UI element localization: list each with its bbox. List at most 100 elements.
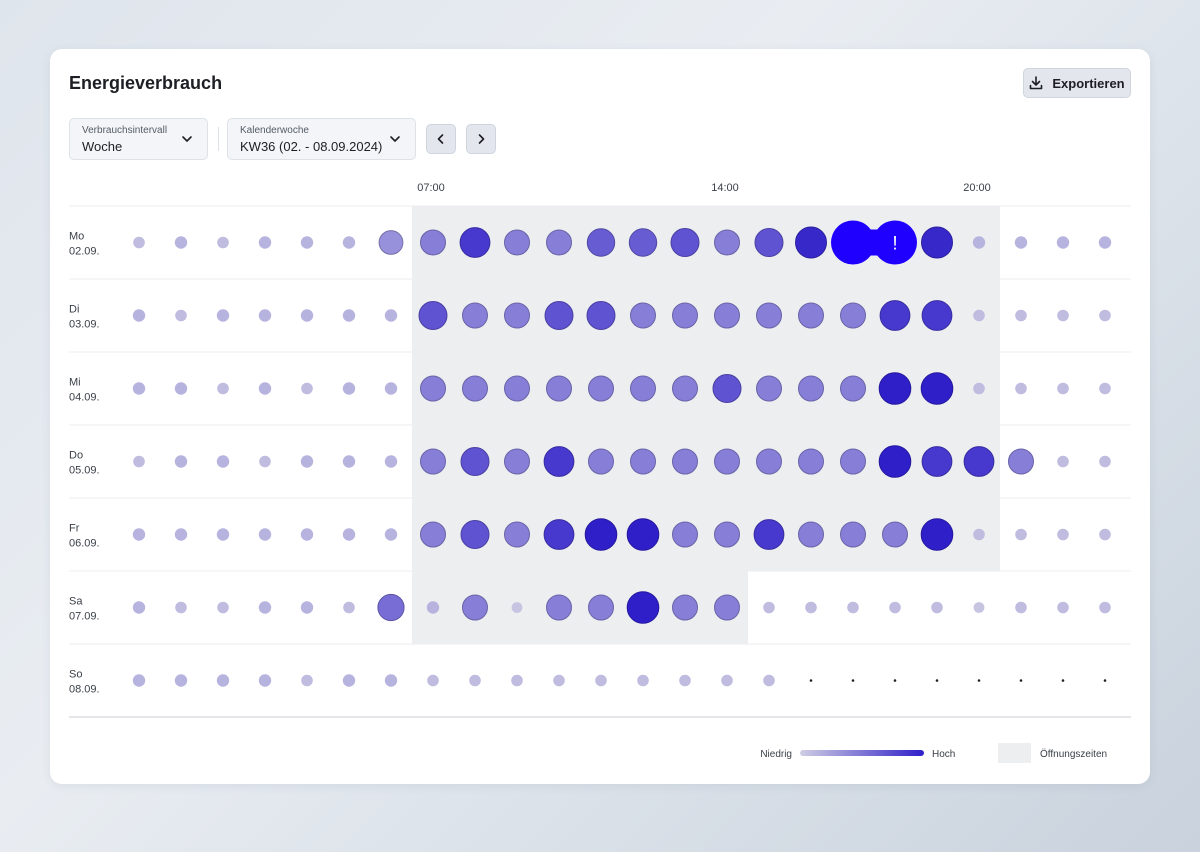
heatmap-cell	[420, 521, 446, 548]
heatmap-cell	[878, 445, 912, 478]
heatmap-cell	[921, 226, 953, 259]
heatmap-cell	[1057, 382, 1069, 395]
heatmap-cell	[300, 455, 314, 468]
heatmap-cell	[882, 521, 908, 548]
row-day-label: Mi	[69, 377, 81, 389]
heatmap-cell	[420, 448, 446, 475]
row-date-label: 05.09.	[69, 465, 100, 477]
energy-heatmap: 07:00 14:00 20:00 Mo 02.09. ! Di 03.09. Mi 04.09.…	[69, 182, 1131, 763]
heatmap-cell	[1057, 455, 1069, 468]
heatmap-cell	[973, 382, 985, 395]
heatmap-cell	[920, 372, 954, 405]
row-day-label: Sa	[69, 596, 83, 608]
heatmap-cell	[763, 674, 775, 687]
heatmap-cell	[462, 302, 488, 329]
heatmap-cell	[342, 455, 356, 468]
heatmap-cell	[543, 519, 575, 550]
export-button[interactable]: Exportieren	[1023, 68, 1131, 98]
row-day-label: Di	[69, 304, 79, 316]
heatmap-cell	[342, 382, 356, 395]
heatmap-cell	[460, 520, 490, 549]
heatmap-cell	[893, 679, 897, 682]
heatmap-cell	[258, 601, 272, 614]
heatmap-cell	[1015, 601, 1027, 614]
heatmap-cell	[756, 302, 782, 329]
heatmap-cell	[132, 601, 146, 614]
heatmap-cell	[714, 521, 740, 548]
heatmap-cell	[798, 448, 824, 475]
heatmap-cell	[544, 301, 574, 330]
heatmap-cell	[1015, 382, 1027, 395]
heatmap-cell	[1015, 528, 1027, 541]
week-select-value: KW36 (02. - 08.09.2024)	[240, 139, 383, 154]
heatmap-cell	[672, 521, 698, 548]
heatmap-cell	[462, 375, 488, 402]
heatmap-cell	[342, 309, 356, 322]
heatmap-cell	[1057, 601, 1069, 614]
heatmap-cell	[543, 446, 575, 477]
heatmap-cell	[1014, 236, 1028, 249]
heatmap-cell	[174, 674, 188, 687]
heatmap-cell	[588, 448, 614, 475]
heatmap-cell	[174, 528, 188, 541]
heatmap-cell	[1099, 528, 1111, 541]
heatmap-cell	[1099, 455, 1111, 468]
heatmap-cell	[132, 528, 146, 541]
heatmap-cell	[133, 236, 145, 249]
heatmap-cell	[851, 679, 855, 682]
heatmap-cell	[672, 594, 698, 621]
heatmap-cell	[878, 372, 912, 405]
legend-gradient-bar	[800, 750, 924, 756]
heatmap-cell	[756, 375, 782, 402]
heatmap-cell	[626, 591, 660, 624]
heatmap-cell	[795, 226, 827, 259]
heatmap-cell	[217, 236, 229, 249]
heatmap-cell	[174, 455, 188, 468]
filter-divider	[218, 127, 219, 151]
heatmap-cell	[754, 228, 784, 257]
heatmap-cell	[300, 309, 314, 322]
heatmap-cell	[756, 448, 782, 475]
heatmap-cell	[132, 382, 146, 395]
heatmap-cell	[301, 382, 313, 395]
heatmap-cell	[935, 679, 939, 682]
heatmap-cell	[217, 601, 229, 614]
heatmap-cell	[840, 302, 866, 329]
heatmap-cell	[840, 375, 866, 402]
heatmap-cell	[300, 601, 314, 614]
heatmap-cell	[931, 601, 943, 614]
heatmap-cell	[586, 228, 616, 257]
heatmap-cell	[977, 679, 981, 682]
opening-hours-band	[412, 425, 1000, 498]
heatmap-cell	[672, 302, 698, 329]
heatmap-cell	[546, 594, 572, 621]
x-tick-label: 14:00	[711, 182, 739, 194]
interval-select[interactable]: Verbrauchsintervall Woche	[69, 118, 208, 160]
heatmap-cell	[216, 309, 230, 322]
heatmap-cell	[809, 679, 813, 682]
heatmap-cell	[258, 309, 272, 322]
legend-opening-hours-label: Öffnungszeiten	[1040, 748, 1107, 760]
interval-select-label: Verbrauchsintervall	[82, 125, 168, 136]
heatmap-cell	[216, 455, 230, 468]
week-select[interactable]: Kalenderwoche KW36 (02. - 08.09.2024)	[227, 118, 416, 160]
heatmap-cell	[721, 674, 733, 687]
heatmap-cell	[805, 601, 817, 614]
heatmap-cell	[504, 448, 530, 475]
next-week-button[interactable]	[466, 124, 496, 154]
legend-opening-hours-swatch	[998, 743, 1031, 763]
heatmap-cell	[973, 309, 985, 322]
heatmap-cell	[712, 374, 742, 403]
heatmap-cell	[420, 229, 446, 256]
heatmap-cell	[586, 301, 616, 330]
heatmap-cell	[630, 302, 656, 329]
heatmap-cell	[840, 521, 866, 548]
heatmap-cell	[1008, 448, 1034, 475]
heatmap-cell	[1057, 528, 1069, 541]
x-tick-label: 07:00	[417, 182, 445, 194]
heatmap-cell	[175, 309, 187, 322]
download-icon	[1030, 76, 1043, 90]
previous-week-button[interactable]	[426, 124, 456, 154]
interval-select-value: Woche	[82, 139, 123, 154]
heatmap-cell	[258, 528, 272, 541]
